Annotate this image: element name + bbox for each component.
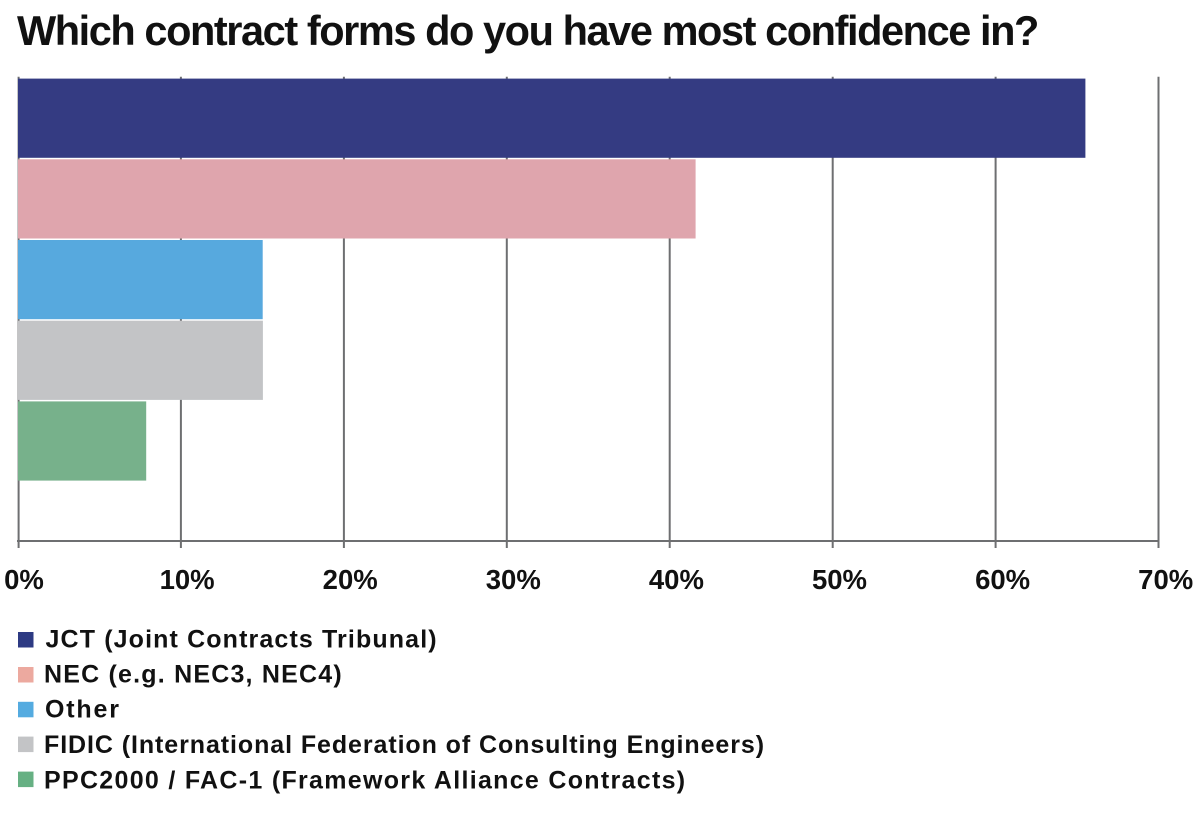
svg-text:20%: 20% bbox=[323, 564, 378, 595]
svg-text:30%: 30% bbox=[486, 564, 541, 595]
svg-text:70%: 70% bbox=[1138, 564, 1193, 595]
svg-text:60%: 60% bbox=[975, 564, 1030, 595]
svg-text:50%: 50% bbox=[812, 564, 867, 595]
svg-text:10%: 10% bbox=[160, 564, 215, 595]
svg-text:JCT (Joint Contracts Tribunal): JCT (Joint Contracts Tribunal) bbox=[46, 625, 438, 653]
svg-text:Which contract forms do you ha: Which contract forms do you have most co… bbox=[17, 7, 1038, 54]
svg-text:PPC2000 / FAC-1 (Framework All: PPC2000 / FAC-1 (Framework Alliance Cont… bbox=[44, 766, 686, 794]
svg-text:Other: Other bbox=[45, 695, 121, 723]
svg-text:40%: 40% bbox=[649, 564, 704, 595]
svg-text:0%: 0% bbox=[4, 564, 44, 595]
svg-text:FIDIC (International Federatio: FIDIC (International Federation of Consu… bbox=[44, 731, 765, 759]
svg-text:NEC (e.g. NEC3, NEC4): NEC (e.g. NEC3, NEC4) bbox=[44, 661, 343, 689]
